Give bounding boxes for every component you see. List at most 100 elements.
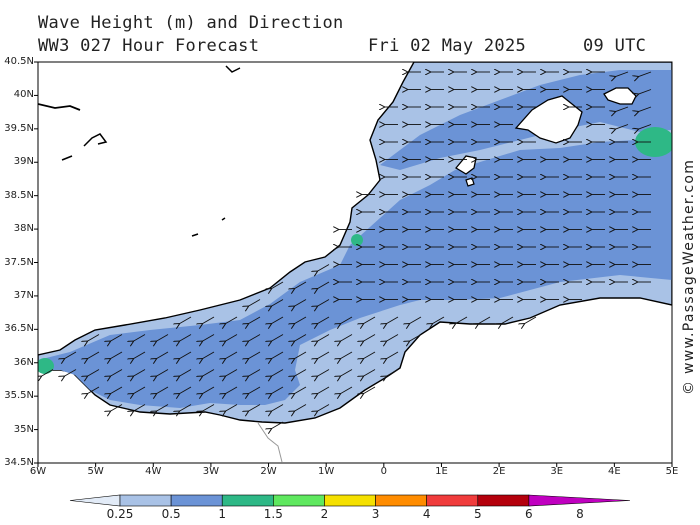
wave-arrow [225,316,238,324]
lon-label: 2W [260,466,277,477]
wave-arrow [294,299,307,307]
border-line [257,422,283,463]
wave-arrow [501,316,514,324]
lat-label: 37N [13,289,34,301]
wave-arrow [615,106,629,112]
wave-arrow [271,369,284,377]
wave-arrow [340,316,353,324]
wave-arrow [133,334,146,342]
wave-arrow [179,351,192,359]
wave-arrow [271,421,284,429]
wave-arrow [179,386,192,394]
wave-arrow [110,386,123,394]
wave-arrow [638,89,652,95]
wave-arrow [294,316,307,324]
wave-arrow [455,316,468,324]
wave-arrow [133,386,146,394]
wave-arrow [110,351,123,359]
wave-arrow [41,369,54,377]
lon-label: 0 [380,466,387,477]
wave-arrow [133,404,146,412]
wave-arrow [271,386,284,394]
lat-label: 36.5N [4,323,34,335]
wave-arrow [317,316,330,324]
legend-swatch [119,494,172,507]
lat-label: 40N [13,89,34,101]
wave-arrow [179,404,192,412]
wave-arrow [156,351,169,359]
wave-arrow [271,299,284,307]
wave-arrow [225,386,238,394]
wave-arrow [248,316,261,324]
wave-arrow [386,369,399,377]
legend-swatch [477,494,530,507]
legend-label: 0.25 [106,507,134,521]
wave-arrow [133,351,146,359]
lat-label: 34.5N [4,457,34,468]
legend-label: 3 [371,507,380,521]
wave-arrow [64,351,77,359]
forecast-date: Fri 02 May 2025 [368,36,527,56]
lon-label: 5W [87,466,104,477]
wave-arrow [202,334,215,342]
lat-label: 40.5N [4,56,34,67]
wave-arrow [638,106,652,112]
wave-arrow [271,351,284,359]
wave-arrow [110,404,123,412]
wave-arrow [87,386,100,394]
lon-label: 3E [550,466,564,477]
sea-high-patch-strait [38,358,54,374]
wave-arrow [363,351,376,359]
legend-label: 1 [218,507,227,521]
watermark-text: © www.PassageWeather.com [681,158,697,395]
wave-arrow [317,264,330,272]
sea-high-patch [635,127,672,157]
wave-arrow [317,351,330,359]
wave-arrow [202,404,215,412]
legend-label: 8 [576,507,584,521]
wave-arrow [248,369,261,377]
forecast-time: 09 UTC [583,36,647,56]
wave-arrow [638,124,652,130]
wave-arrow [317,369,330,377]
legend-label: 2 [320,507,329,521]
wave-arrow [294,369,307,377]
lon-label: 4W [145,466,162,477]
lon-label: 5E [665,466,679,477]
wave-direction-arrows [41,71,652,429]
lon-label: 6W [29,466,47,477]
wave-arrow [248,404,261,412]
legend-label: 4 [422,507,431,521]
lat-label: 37.5N [4,256,34,268]
wave-arrow [478,316,491,324]
coast-outline-dot2 [221,217,226,221]
lon-label: 1E [435,466,448,477]
wave-arrow [202,369,215,377]
lat-label: 38N [13,223,34,235]
wave-arrow [64,369,77,377]
coast-outline-mark [61,155,73,161]
lon-label: 3W [202,466,220,477]
wave-arrow [248,386,261,394]
wave-arrow [248,299,261,307]
wave-arrow [225,351,238,359]
legend-end-cap [528,494,631,507]
wave-arrow [340,334,353,342]
wave-arrow [317,334,330,342]
wave-arrow [202,386,215,394]
lat-label: 39.5N [4,122,34,134]
wave-arrow [409,334,422,342]
legend-swatch [375,494,427,507]
lon-label: 2E [492,466,506,477]
wave-arrow [248,334,261,342]
wave-arrow [110,334,123,342]
wave-arrow [110,369,123,377]
legend-label: 0.5 [161,507,181,521]
legend-label: 6 [525,507,533,521]
wave-arrow [179,369,192,377]
wave-arrow [156,386,169,394]
legend-swatch [170,494,223,507]
wave-arrow [294,334,307,342]
wave-arrow [615,71,629,77]
